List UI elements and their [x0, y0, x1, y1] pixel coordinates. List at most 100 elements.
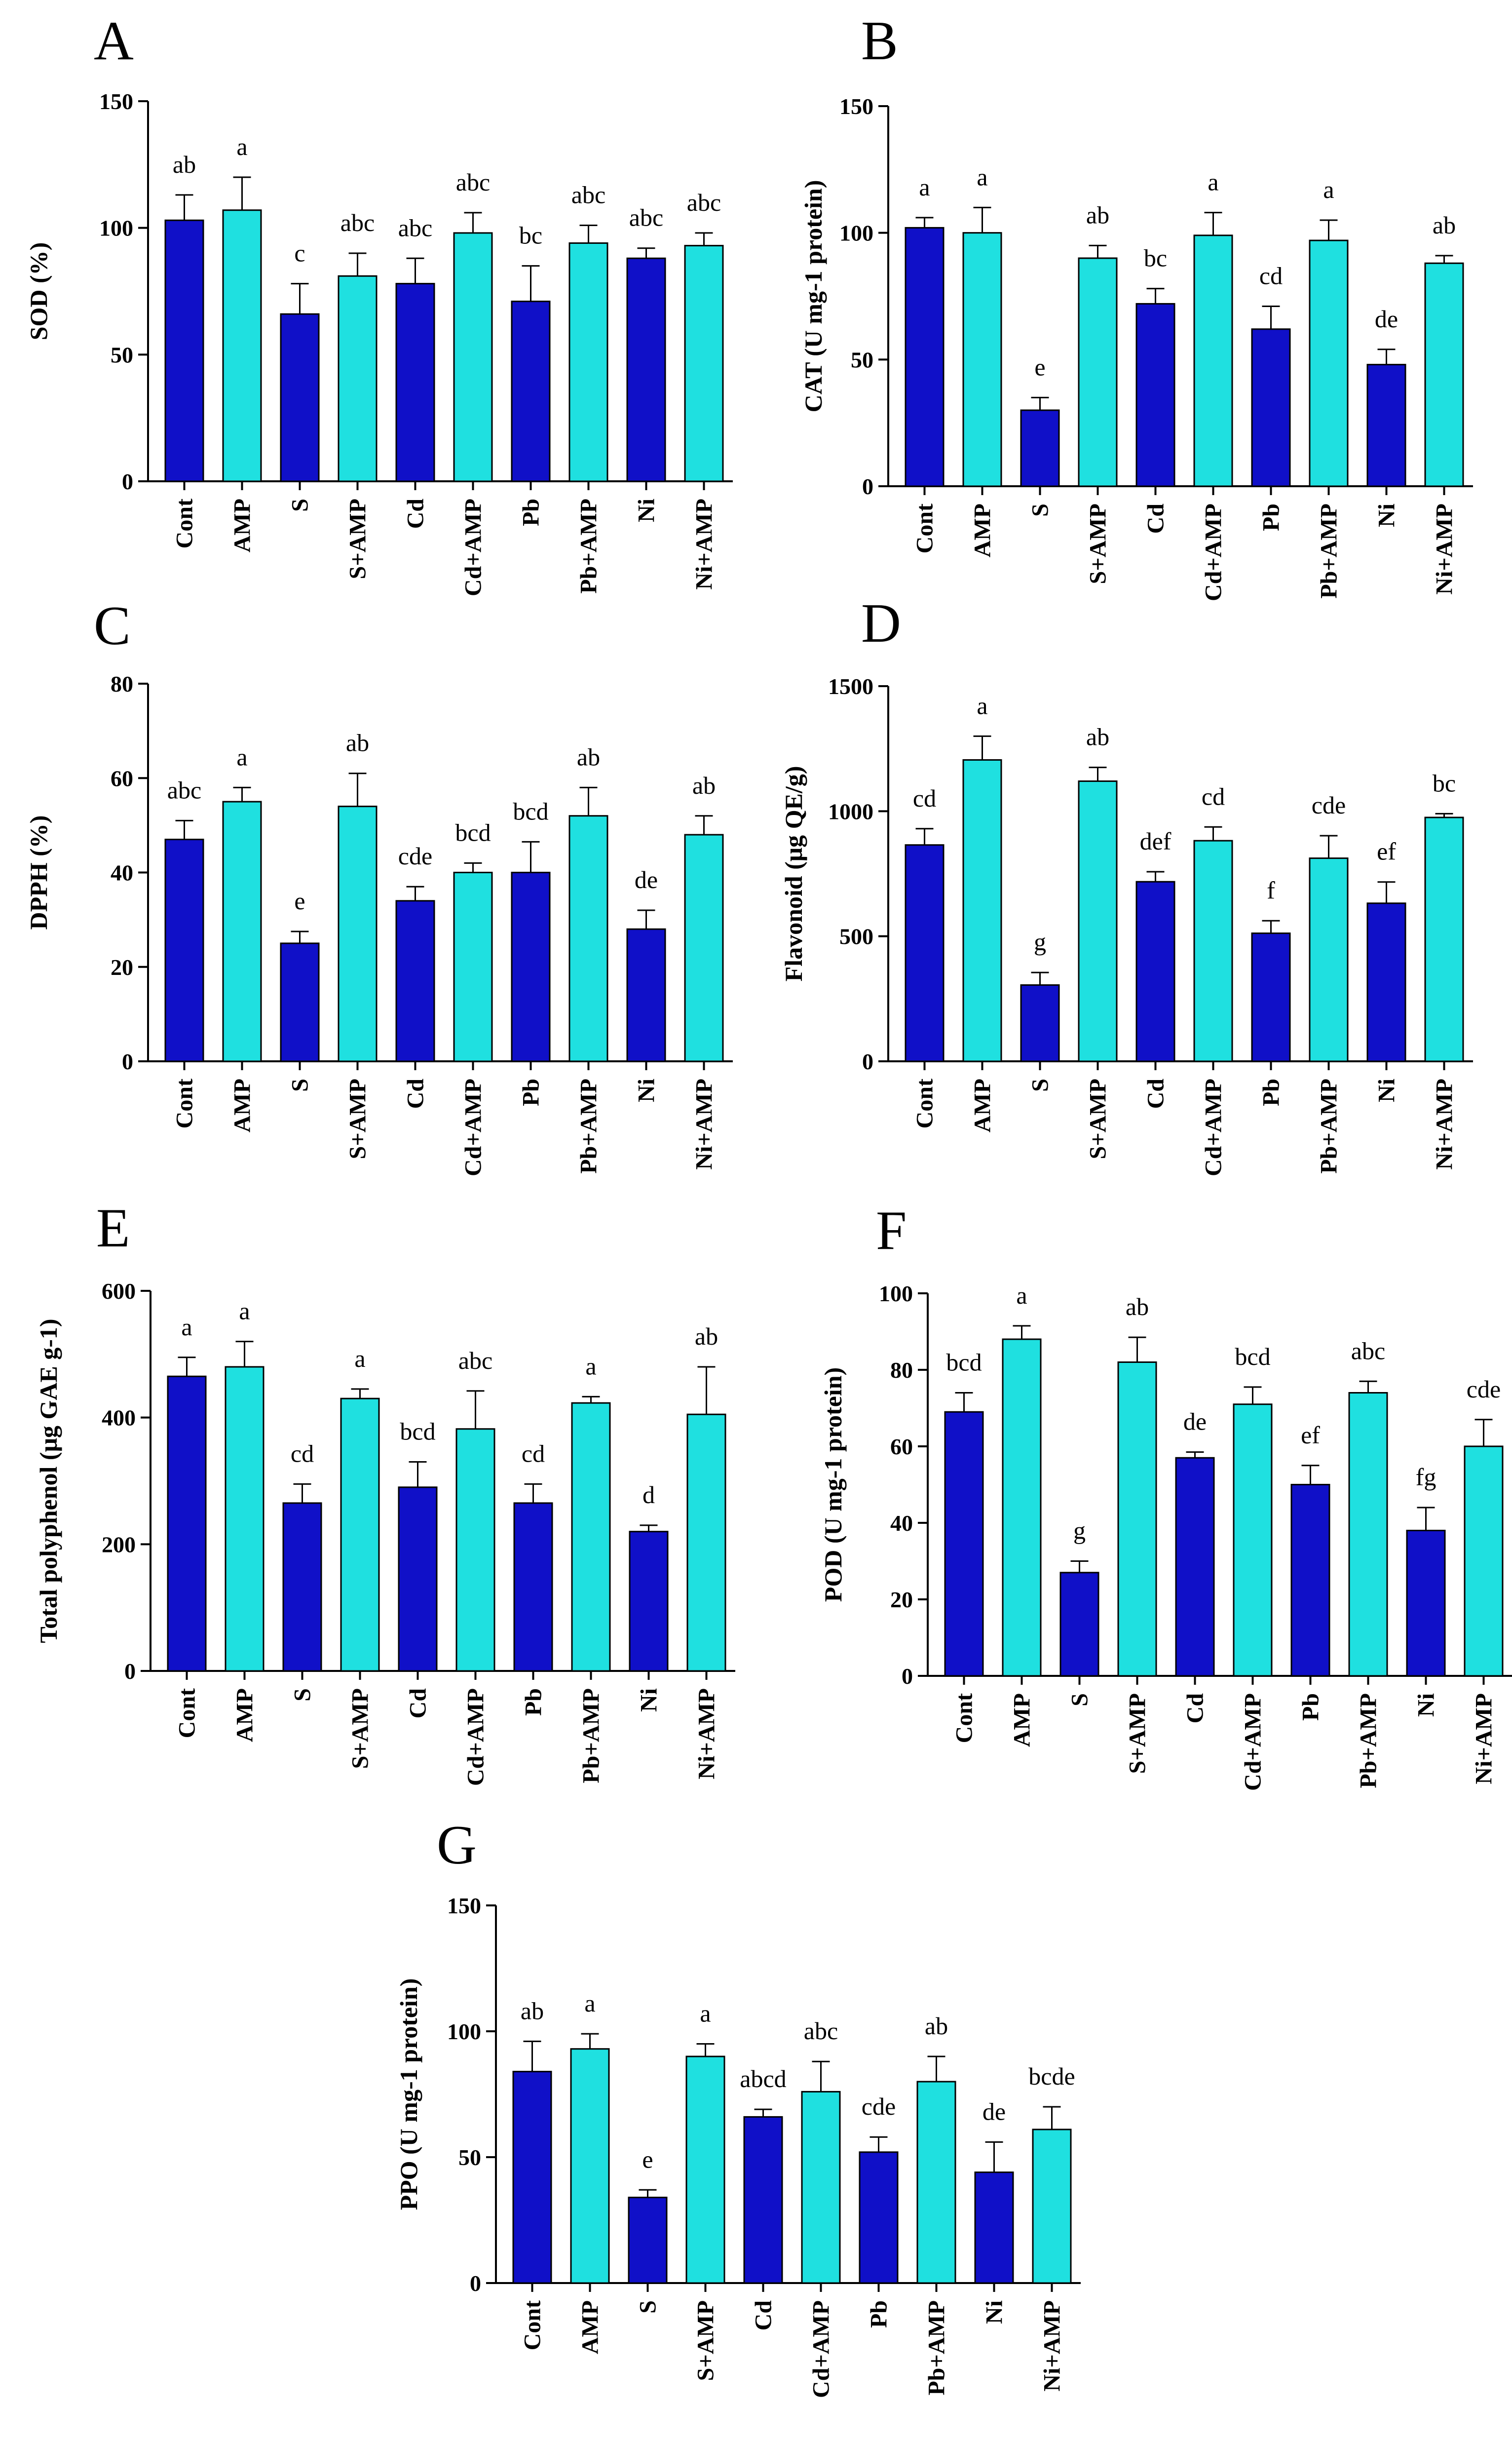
- significance-letter: a: [700, 2000, 711, 2027]
- significance-letter: bc: [1144, 244, 1167, 272]
- y-tick-label: 20: [111, 955, 133, 980]
- bar: [571, 1402, 611, 1672]
- significance-letter: e: [294, 887, 305, 915]
- significance-letter: a: [1208, 168, 1218, 196]
- x-tick-label: Pb: [1258, 1079, 1285, 1106]
- bar: [511, 872, 551, 1062]
- chart-panel-d: D 0 500 1000 1500 Flavonoid (μg QE/g) Cont cd AM…: [780, 593, 1473, 1176]
- bar: [905, 844, 945, 1062]
- y-tick-label: 150: [447, 1893, 481, 1918]
- bar: [280, 313, 320, 482]
- significance-letter: cd: [522, 1439, 545, 1467]
- significance-letter: a: [977, 163, 987, 191]
- y-tick-label: 150: [99, 89, 133, 114]
- bar: [282, 1502, 322, 1672]
- bar: [398, 1486, 438, 1672]
- y-tick-label: 100: [839, 221, 873, 246]
- bar: [1464, 1445, 1504, 1677]
- significance-letter: c: [294, 239, 305, 267]
- y-tick-label: 400: [102, 1405, 136, 1431]
- y-tick-label: 100: [447, 2019, 481, 2044]
- x-tick-label: Pb: [521, 1688, 547, 1716]
- significance-letter: a: [584, 1989, 595, 2017]
- x-tick-label: Ni: [1374, 1079, 1400, 1102]
- y-tick-label: 1000: [828, 799, 873, 824]
- significance-letter: cd: [1259, 262, 1283, 290]
- x-tick-label: Ni+AMP: [691, 499, 718, 590]
- bar: [453, 872, 493, 1062]
- bar: [222, 801, 262, 1062]
- x-tick-label: Cd: [403, 1079, 429, 1109]
- x-tick-label: Cont: [520, 2300, 546, 2350]
- x-tick-label: Pb+AMP: [576, 499, 602, 594]
- significance-letter: def: [1140, 827, 1172, 855]
- x-tick-label: S: [1027, 1079, 1054, 1092]
- bar: [568, 242, 608, 482]
- significance-letter: f: [1267, 876, 1275, 904]
- bar: [1078, 257, 1118, 487]
- significance-letter: bcde: [1028, 2062, 1075, 2090]
- x-tick-label: Ni: [982, 2300, 1008, 2324]
- significance-letter: ef: [1301, 1421, 1320, 1449]
- bar: [1348, 1392, 1388, 1677]
- x-tick-label: Pb: [518, 1079, 544, 1106]
- bar: [1193, 840, 1233, 1062]
- significance-letter: a: [1016, 1281, 1027, 1309]
- bar: [629, 1531, 669, 1672]
- x-tick-label: Cont: [912, 1079, 938, 1128]
- x-tick-label: Cd+AMP: [1201, 1079, 1227, 1176]
- x-tick-label: AMP: [229, 1079, 256, 1132]
- y-axis-label: Flavonoid (μg QE/g): [780, 766, 807, 982]
- bar: [338, 806, 378, 1062]
- y-tick-label: 150: [839, 94, 873, 119]
- significance-letter: bc: [1433, 769, 1456, 797]
- significance-letter: g: [1073, 1517, 1086, 1545]
- significance-letter: g: [1034, 928, 1046, 956]
- y-tick-label: 1500: [828, 674, 873, 699]
- x-tick-label: Pb+AMP: [1316, 1079, 1342, 1174]
- y-tick-label: 0: [124, 1659, 136, 1684]
- x-tick-label: S+AMP: [693, 2300, 719, 2381]
- x-tick-label: Ni+AMP: [694, 1688, 720, 1780]
- bar: [512, 2071, 552, 2284]
- significance-letter: abc: [340, 209, 375, 236]
- bar: [340, 1397, 380, 1672]
- chart-panel-e: E 0 200 400 600 Total polyphenol (μg GAE g-1)…: [35, 1198, 735, 1786]
- bar: [167, 1375, 207, 1672]
- bar: [1290, 1484, 1330, 1677]
- x-tick-label: Ni: [636, 1688, 662, 1712]
- y-tick-label: 40: [890, 1511, 913, 1536]
- chart-panel-f: F 0 20 40 60 80 100 POD (U mg-1 protein) Cont bcd…: [819, 1200, 1512, 1791]
- x-tick-label: Pb+AMP: [1356, 1693, 1382, 1788]
- bar: [1135, 881, 1175, 1062]
- x-tick-label: Ni: [634, 1079, 660, 1102]
- bar: [1424, 262, 1464, 487]
- significance-letter: cd: [913, 784, 936, 812]
- significance-letter: ef: [1377, 838, 1396, 865]
- x-tick-label: Cd+AMP: [463, 1688, 489, 1786]
- significance-letter: ab: [925, 2012, 948, 2040]
- bar: [1117, 1361, 1157, 1677]
- bar: [685, 2055, 725, 2284]
- bar: [962, 232, 1002, 487]
- significance-letter: fg: [1416, 1463, 1436, 1491]
- significance-letter: a: [977, 692, 987, 719]
- y-tick-label: 60: [111, 766, 133, 791]
- bar: [164, 219, 204, 482]
- significance-letter: abc: [804, 2017, 838, 2045]
- panel-letter: G: [437, 1815, 477, 1876]
- x-tick-label: Ni+AMP: [1432, 504, 1458, 595]
- significance-letter: ab: [1433, 211, 1456, 239]
- significance-letter: abc: [629, 204, 663, 232]
- x-tick-label: Ni+AMP: [691, 1079, 718, 1170]
- significance-letter: ab: [695, 1322, 718, 1350]
- panel-letter: E: [96, 1198, 130, 1259]
- bar: [511, 301, 551, 482]
- x-tick-label: Ni+AMP: [1039, 2300, 1065, 2392]
- x-tick-label: Cd+AMP: [808, 2300, 834, 2398]
- bar: [962, 759, 1002, 1062]
- x-tick-label: Cont: [912, 504, 938, 553]
- x-tick-label: Ni: [1374, 504, 1400, 527]
- significance-letter: a: [585, 1352, 596, 1380]
